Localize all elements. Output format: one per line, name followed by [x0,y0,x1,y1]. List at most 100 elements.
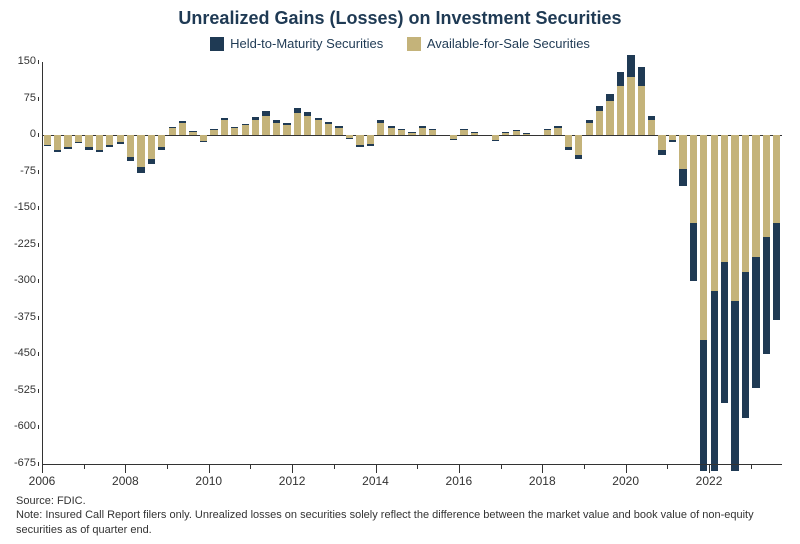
bar-htm [721,262,728,403]
bar-htm [75,142,82,143]
bar-afs [679,135,686,169]
x-tick-label: 2018 [520,474,564,488]
bar-afs [117,135,124,142]
bar-htm [242,124,249,125]
bar-htm [669,140,676,142]
x-tick-major [542,464,543,473]
bar-htm [54,150,61,152]
bar-afs [596,111,603,135]
bar-afs [408,133,415,135]
bar-htm [763,237,770,354]
bar-htm [492,140,499,141]
legend-label-htm: Held-to-Maturity Securities [230,36,383,51]
bar-afs [398,130,405,135]
y-tick [38,97,39,101]
legend-item-afs: Available-for-Sale Securities [407,36,590,51]
bar-afs [554,128,561,135]
bar-afs [242,125,249,135]
bar-htm [617,72,624,87]
bar-afs [742,135,749,271]
y-tick-label: -375 [2,311,36,323]
y-tick-label: -675 [2,457,36,469]
x-tick-major [376,464,377,473]
bar-htm [210,129,217,130]
bar-htm [627,55,634,77]
y-tick-label: 0 [2,128,36,140]
bar-htm [606,94,613,101]
bar-htm [429,129,436,130]
plot-area: 150750-75-150-225-300-375-450-525-600-67… [42,62,782,464]
note-line: Source: FDIC. [16,494,784,508]
bar-htm [346,138,353,139]
bar-htm [586,120,593,122]
bar-htm [408,132,415,133]
bar-afs [773,135,780,223]
bar-afs [575,135,582,154]
bar-afs [419,128,426,135]
bar-afs [44,135,51,145]
bar-htm [450,139,457,140]
bar-afs [617,86,624,135]
bar-htm [544,129,551,130]
bar-htm [711,291,718,471]
bar-htm [335,126,342,128]
x-tick-label: 2014 [354,474,398,488]
bar-afs [429,130,436,135]
bar-htm [221,118,228,120]
x-tick-label: 2006 [20,474,64,488]
bar-htm [356,145,363,147]
x-tick-major [125,464,126,473]
bar-afs [658,135,665,150]
bar-htm [388,126,395,128]
bar-afs [169,128,176,135]
bar-afs [96,135,103,150]
bar-afs [262,116,269,135]
bar-htm [325,122,332,124]
bar-htm [742,272,749,418]
bar-afs [221,120,228,135]
bar-afs [690,135,697,223]
y-tick-label: -225 [2,238,36,250]
bar-afs [315,120,322,135]
bar-htm [367,144,374,146]
y-tick [38,462,39,466]
bar-afs [106,135,113,145]
bar-htm [377,120,384,122]
bar-afs [252,120,259,135]
legend-swatch-afs [407,37,421,51]
bar-afs [523,133,530,135]
bar-htm [679,169,686,186]
bar-htm [64,147,71,148]
bar-htm [752,257,759,389]
bar-htm [575,155,582,160]
bar-htm [273,120,280,123]
bar-htm [200,141,207,142]
y-tick [38,133,39,137]
bar-afs [711,135,718,291]
bar-afs [377,123,384,135]
bar-htm [283,123,290,125]
y-tick-label: -450 [2,347,36,359]
bar-htm [85,147,92,150]
bar-htm [398,129,405,130]
y-tick-label: -75 [2,165,36,177]
bar-afs [179,123,186,135]
bar-htm [565,147,572,150]
y-tick [38,352,39,356]
bar-afs [731,135,738,301]
bar-afs [471,133,478,135]
bar-htm [419,126,426,127]
bar-htm [231,127,238,128]
legend-swatch-htm [210,37,224,51]
y-tick [38,206,39,210]
chart-legend: Held-to-Maturity Securities Available-fo… [0,36,800,54]
bar-afs [64,135,71,147]
bar-afs [763,135,770,237]
bar-afs [388,128,395,135]
bar-htm [773,223,780,320]
x-tick-label: 2022 [687,474,731,488]
bar-htm [700,340,707,472]
bar-htm [44,145,51,146]
bar-afs [606,101,613,135]
bar-afs [304,116,311,135]
